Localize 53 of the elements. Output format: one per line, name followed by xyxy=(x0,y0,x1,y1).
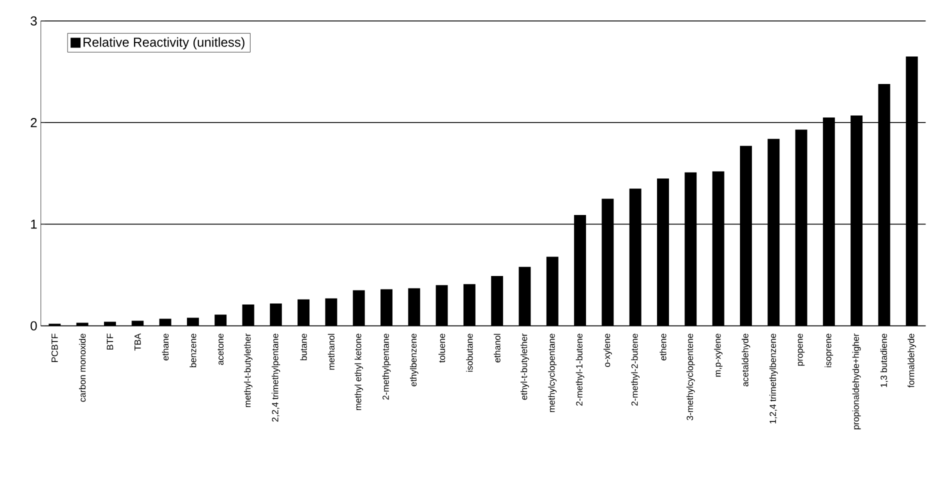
y-tick-label: 2 xyxy=(30,118,37,127)
bar xyxy=(408,288,420,326)
x-tick-label: 1,2,4 trimethylbenzene xyxy=(769,334,778,424)
x-tick-label: carbon monoxide xyxy=(79,334,86,402)
x-tick-label: PCBTF xyxy=(52,334,58,362)
x-tick-label: toluene xyxy=(438,334,446,363)
x-tick-label: BTF xyxy=(106,334,114,350)
bar xyxy=(270,303,282,326)
x-tick-label: 2-methyl-1-butene xyxy=(576,334,584,406)
x-tick-label: formaldehyde xyxy=(908,334,916,388)
x-tick-label: methanol xyxy=(328,334,334,370)
bar xyxy=(518,266,531,326)
x-tick-label: acetaldehyde xyxy=(742,334,750,386)
x-tick-label: methylcyclopentane xyxy=(548,334,557,412)
x-tick-label: ethane xyxy=(162,334,169,360)
x-tick-label: m,p-xylene xyxy=(714,334,722,376)
legend-label: Relative Reactivity (unitless) xyxy=(84,37,244,50)
bar xyxy=(491,276,504,326)
x-tick-label: TBA xyxy=(134,333,141,350)
bar xyxy=(242,304,254,326)
bar xyxy=(214,314,227,326)
x-tick-label: o-xylene xyxy=(604,334,612,367)
bar xyxy=(132,320,144,326)
bar xyxy=(463,284,476,326)
x-tick-label: 2,2,4 trimethylpentane xyxy=(272,334,280,422)
x-tick-label: ethene xyxy=(660,334,666,360)
x-tick-label: methyl ethyl ketone xyxy=(354,334,364,410)
bar xyxy=(352,290,365,326)
bar xyxy=(436,285,448,326)
x-tick-label: propene xyxy=(798,334,805,366)
x-tick-label: isobutane xyxy=(466,334,473,372)
x-tick-label: acetone xyxy=(218,334,224,365)
y-tick-label: 3 xyxy=(30,16,37,26)
x-tick-label: isoprene xyxy=(824,334,834,368)
bar xyxy=(159,318,172,326)
bar xyxy=(380,289,392,326)
bar xyxy=(298,299,310,326)
bar xyxy=(325,298,338,326)
x-tick-label: butane xyxy=(300,334,307,360)
x-tick-label: ethyl-t-butylether xyxy=(520,333,529,400)
x-tick-label: 2-methylpentane xyxy=(382,334,391,400)
x-tick-label: ethylbenzene xyxy=(410,334,418,386)
bar xyxy=(186,318,199,326)
x-tick-label: ethanol xyxy=(494,334,500,362)
x-tick-label: benzene xyxy=(190,334,196,368)
x-tick-label: 3-methylcyclopentene xyxy=(686,334,695,420)
x-tick-label: propionaldehyde+higher xyxy=(852,333,861,430)
x-tick-label: methyl-t-butylether xyxy=(244,333,252,407)
x-tick-label: 1,3 butadiene xyxy=(880,334,888,387)
y-tick-label: 1 xyxy=(31,220,37,229)
bar xyxy=(546,256,558,326)
x-tick-label: 2-methyl-2-butene xyxy=(631,334,640,406)
y-tick-label: 0 xyxy=(30,321,37,330)
